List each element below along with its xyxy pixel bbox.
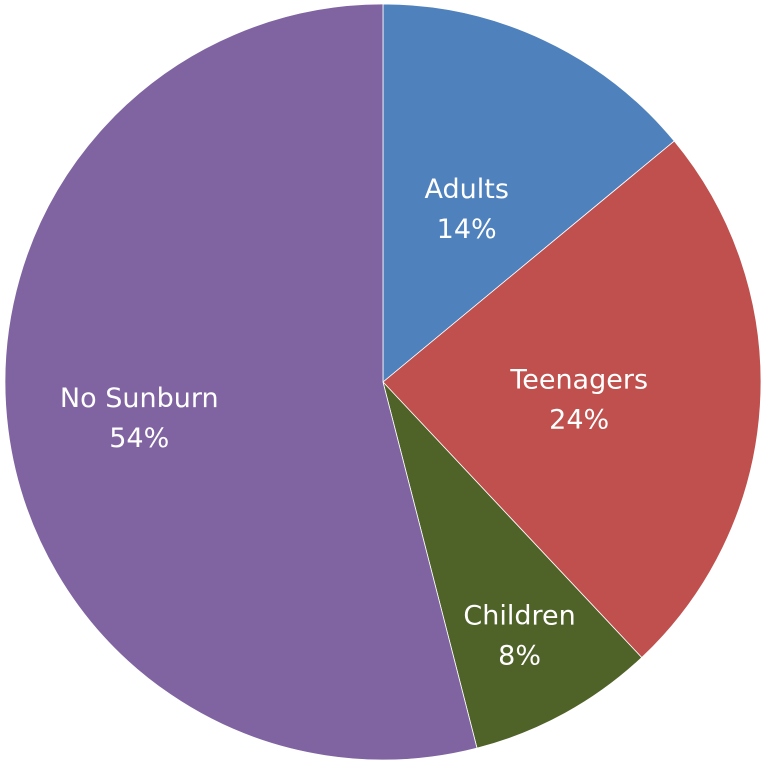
slice-value-no-sunburn: 54% bbox=[109, 423, 169, 454]
pie-labels: Adults 14% Teenagers 24% Children 8% No Sunbur… bbox=[60, 174, 648, 671]
pie-slice-teenagers bbox=[382, 140, 762, 659]
slice-value-children: 8% bbox=[498, 640, 541, 671]
slice-label-adults: Adults bbox=[424, 174, 508, 205]
pie-slices bbox=[4, 3, 762, 761]
slice-value-adults: 14% bbox=[437, 214, 497, 245]
pie-slice-adults bbox=[382, 3, 675, 383]
slice-label-teenagers: Teenagers bbox=[509, 364, 648, 395]
pie-slice-no-sunburn bbox=[4, 3, 478, 761]
slice-value-teenagers: 24% bbox=[549, 404, 609, 435]
slice-label-children: Children bbox=[463, 600, 575, 631]
slice-label-no-sunburn: No Sunburn bbox=[60, 383, 219, 414]
pie-slice-children bbox=[382, 381, 643, 749]
